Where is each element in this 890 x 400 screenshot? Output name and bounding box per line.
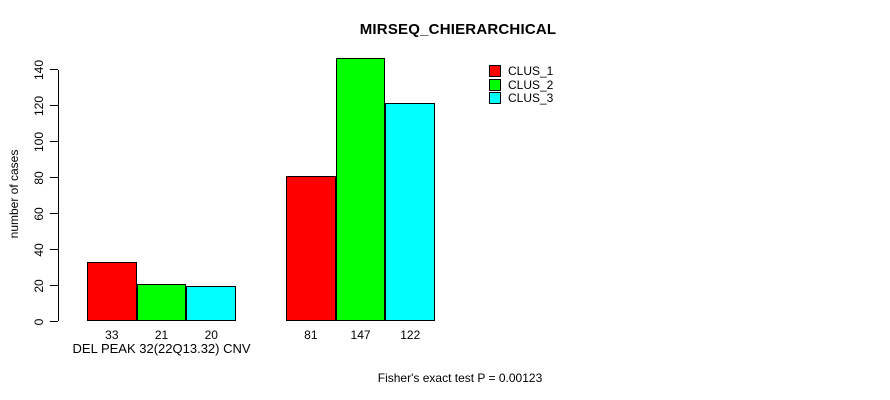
y-tick	[49, 284, 58, 286]
y-tick	[49, 177, 58, 179]
y-axis-line	[57, 70, 59, 322]
legend-item: CLUS_2	[489, 77, 554, 92]
y-axis-label: number of cases	[7, 149, 21, 239]
x-category-label: DEL PEAK 32(22Q13.32) CNV	[72, 341, 251, 356]
y-tick-label: 100	[32, 131, 46, 153]
bar	[136, 283, 187, 322]
legend-label: CLUS_2	[508, 77, 554, 92]
bar-value-label: 20	[204, 327, 218, 342]
bar-value-label: 21	[154, 327, 169, 342]
y-tick-label: 140	[32, 60, 46, 81]
bar	[335, 57, 386, 322]
legend-label: CLUS_1	[508, 64, 554, 78]
y-tick-label: 0	[32, 318, 46, 325]
legend: CLUS_1 CLUS_2 CLUS_3	[489, 65, 553, 106]
bar-value-label: 81	[304, 327, 318, 342]
legend-label: CLUS_3	[508, 91, 554, 105]
bar-value-label: 147	[350, 327, 371, 342]
chart-title: MIRSEQ_CHIERARCHICAL	[359, 21, 557, 38]
y-tick	[49, 141, 58, 143]
legend-swatch	[489, 92, 501, 104]
y-tick-label: 120	[32, 96, 46, 117]
legend-item: CLUS_3	[489, 92, 553, 104]
bar	[186, 285, 237, 322]
bar	[87, 262, 137, 322]
y-tick	[49, 69, 58, 71]
bar	[286, 176, 336, 322]
bar	[385, 102, 436, 322]
y-tick	[49, 320, 58, 322]
bar-value-label: 33	[105, 327, 119, 342]
bar-value-label: 122	[400, 327, 421, 342]
legend-swatch	[489, 65, 501, 77]
y-tick	[49, 213, 58, 215]
y-tick	[49, 105, 58, 107]
stats-annotation: Fisher's exact test P = 0.00123	[377, 371, 543, 385]
legend-swatch	[489, 78, 501, 91]
y-tick-label: 20	[32, 278, 46, 293]
legend-item: CLUS_1	[489, 65, 553, 77]
y-tick-label: 40	[32, 243, 46, 257]
y-tick-label: 60	[32, 207, 46, 221]
y-tick	[49, 248, 58, 250]
y-tick-label: 80	[32, 171, 46, 185]
